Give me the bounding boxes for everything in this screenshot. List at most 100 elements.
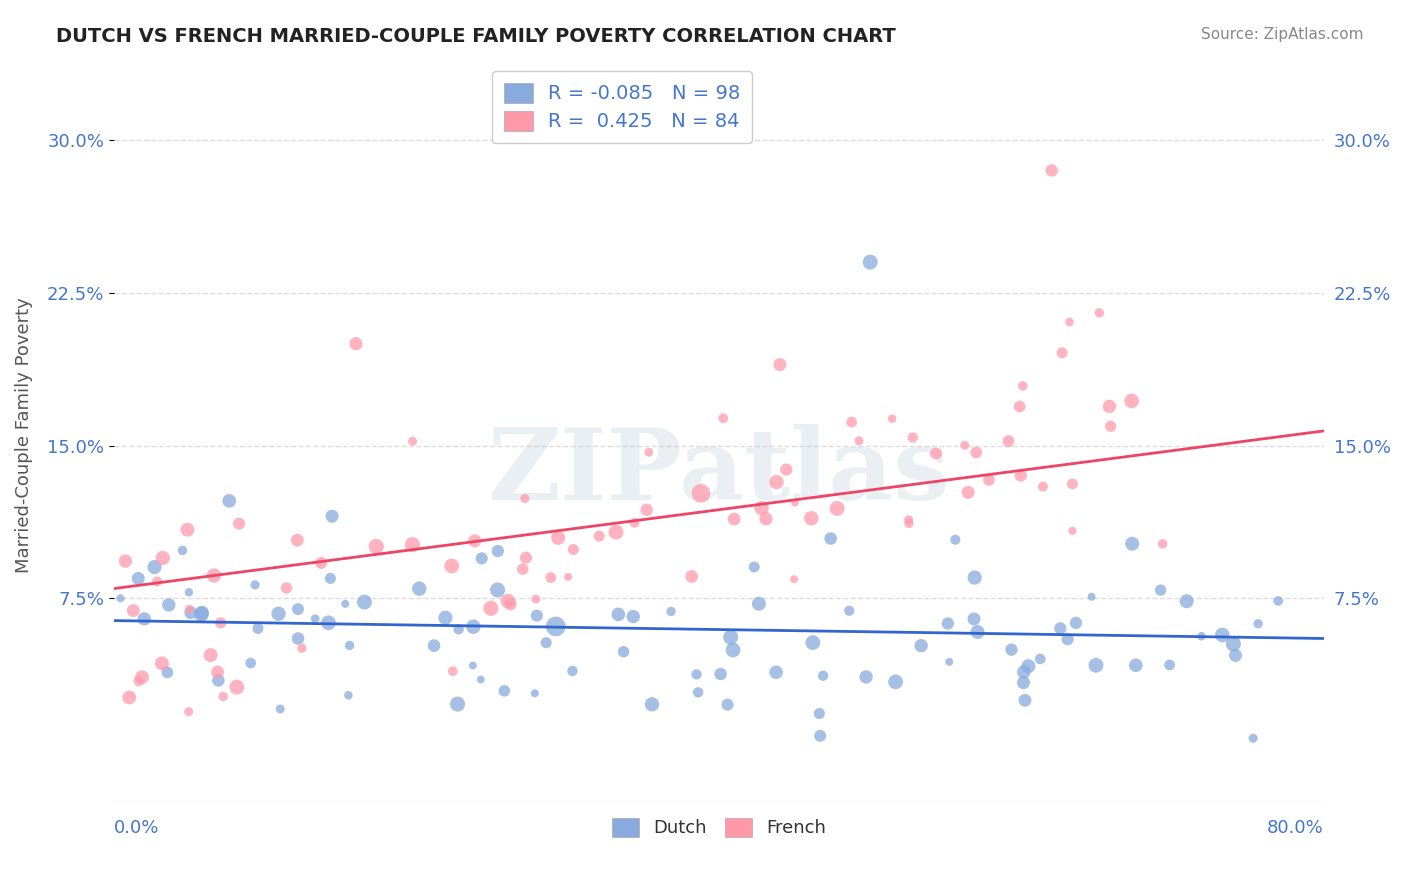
Point: [783, 496, 806, 510]
Point: [304, 612, 326, 626]
Point: [547, 531, 569, 545]
Point: [544, 619, 567, 633]
Point: [612, 645, 634, 659]
Point: [440, 558, 463, 573]
Point: [499, 597, 522, 611]
Point: [177, 705, 200, 719]
Point: [689, 486, 711, 500]
Point: [938, 655, 960, 669]
Point: [636, 503, 658, 517]
Point: [1149, 583, 1171, 598]
Point: [401, 434, 423, 449]
Point: [925, 446, 948, 460]
Point: [623, 516, 645, 530]
Point: [855, 670, 877, 684]
Point: [638, 445, 661, 459]
Point: [1017, 659, 1039, 673]
Point: [110, 591, 132, 606]
Point: [512, 562, 534, 576]
Point: [1267, 594, 1289, 608]
Point: [800, 511, 823, 525]
Point: [897, 513, 920, 527]
Point: [366, 540, 388, 554]
Point: [179, 602, 201, 616]
Point: [461, 658, 484, 673]
Point: [246, 622, 269, 636]
Point: [820, 532, 842, 546]
Point: [957, 485, 980, 500]
Point: [977, 473, 1000, 487]
Point: [447, 622, 470, 636]
Point: [1050, 346, 1073, 360]
Point: [1098, 400, 1121, 414]
Point: [212, 690, 235, 704]
Point: [1029, 652, 1052, 666]
Point: [337, 688, 360, 702]
Point: [446, 697, 468, 711]
Point: [524, 592, 547, 607]
Point: [825, 501, 848, 516]
Point: [494, 683, 516, 698]
Point: [1088, 306, 1111, 320]
Point: [966, 624, 988, 639]
Point: [127, 572, 149, 586]
Point: [150, 657, 173, 671]
Point: [228, 516, 250, 531]
Point: [1062, 524, 1084, 538]
Point: [207, 665, 229, 679]
Point: [225, 680, 247, 694]
Point: [464, 533, 486, 548]
Point: [344, 336, 367, 351]
Point: [1010, 468, 1032, 483]
Point: [801, 635, 824, 649]
Point: [291, 641, 314, 656]
Point: [1121, 393, 1143, 408]
Legend: Dutch, French: Dutch, French: [605, 811, 834, 845]
Point: [688, 685, 710, 699]
Point: [901, 431, 924, 445]
Point: [486, 582, 509, 597]
Point: [742, 560, 765, 574]
Text: ZIPatlas: ZIPatlas: [488, 424, 950, 521]
Point: [441, 664, 464, 678]
Point: [523, 686, 546, 700]
Point: [1056, 632, 1078, 647]
Point: [1080, 590, 1102, 604]
Point: [723, 512, 745, 526]
Point: [172, 543, 194, 558]
Point: [423, 639, 446, 653]
Point: [641, 698, 664, 712]
Point: [1008, 400, 1031, 414]
Point: [540, 570, 562, 584]
Point: [177, 585, 200, 599]
Point: [534, 635, 557, 649]
Point: [486, 544, 509, 558]
Point: [1159, 657, 1181, 672]
Point: [243, 578, 266, 592]
Point: [434, 611, 457, 625]
Point: [1012, 675, 1035, 690]
Point: [1011, 379, 1033, 393]
Point: [884, 674, 907, 689]
Point: [659, 604, 682, 618]
Point: [561, 664, 583, 678]
Point: [1125, 658, 1147, 673]
Point: [775, 462, 797, 476]
Point: [681, 569, 703, 583]
Point: [1032, 480, 1054, 494]
Point: [685, 667, 707, 681]
Point: [515, 550, 537, 565]
Point: [1225, 648, 1247, 663]
Point: [1241, 731, 1264, 746]
Point: [287, 632, 309, 646]
Point: [621, 609, 644, 624]
Point: [710, 667, 733, 681]
Point: [1085, 658, 1108, 673]
Point: [1121, 537, 1143, 551]
Point: [118, 690, 141, 705]
Point: [897, 516, 920, 531]
Point: [841, 415, 863, 429]
Point: [910, 639, 932, 653]
Point: [401, 538, 423, 552]
Point: [1175, 594, 1198, 608]
